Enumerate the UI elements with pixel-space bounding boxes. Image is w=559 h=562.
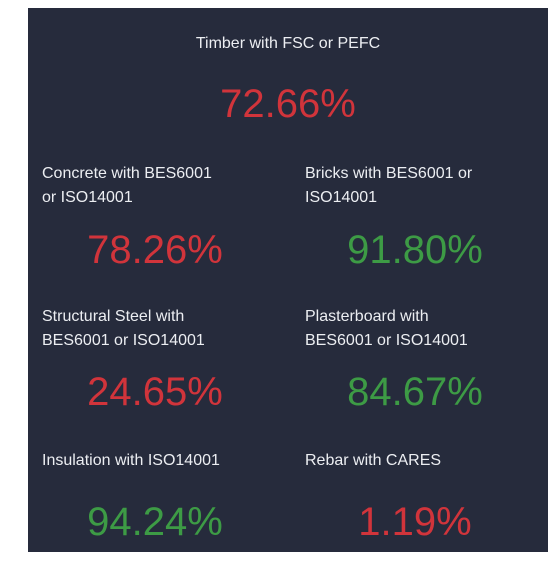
kpi-label: Concrete with BES6001 or ISO14001	[42, 162, 212, 210]
kpi-label: Insulation with ISO14001	[42, 449, 220, 473]
kpi-value: 72.66%	[220, 82, 356, 126]
kpi-label: Bricks with BES6001 or ISO14001	[305, 162, 472, 210]
kpi-label-line: ISO14001	[305, 189, 378, 206]
kpi-label: Plasterboard with BES6001 or ISO14001	[305, 305, 468, 353]
kpi-label-line: BES6001 or ISO14001	[305, 332, 468, 349]
kpi-value: 1.19%	[358, 500, 472, 544]
kpi-label-line: BES6001 or ISO14001	[42, 332, 205, 349]
kpi-value: 91.80%	[347, 228, 483, 272]
kpi-label: Structural Steel with BES6001 or ISO14001	[42, 305, 205, 353]
kpi-label-line: Insulation with ISO14001	[42, 452, 220, 469]
kpi-label: Rebar with CARES	[305, 449, 441, 473]
kpi-label-line: Plasterboard with	[305, 308, 429, 325]
kpi-label-line: Concrete with BES6001	[42, 165, 212, 182]
kpi-value: 78.26%	[87, 228, 223, 272]
kpi-value: 84.67%	[347, 370, 483, 414]
kpi-panel: Timber with FSC or PEFC 72.66% Concrete wi…	[28, 8, 548, 552]
kpi-label-line: Timber with FSC or PEFC	[195, 35, 381, 52]
kpi-label-line: Structural Steel with	[42, 308, 185, 325]
kpi-label-line: or ISO14001	[42, 189, 133, 206]
kpi-label: Timber with FSC or PEFC	[28, 32, 548, 56]
kpi-label-line: Rebar with CARES	[305, 452, 442, 469]
kpi-value: 94.24%	[87, 500, 223, 544]
kpi-value: 24.65%	[87, 370, 223, 414]
kpi-label-line: Bricks with BES6001 or	[305, 165, 473, 182]
